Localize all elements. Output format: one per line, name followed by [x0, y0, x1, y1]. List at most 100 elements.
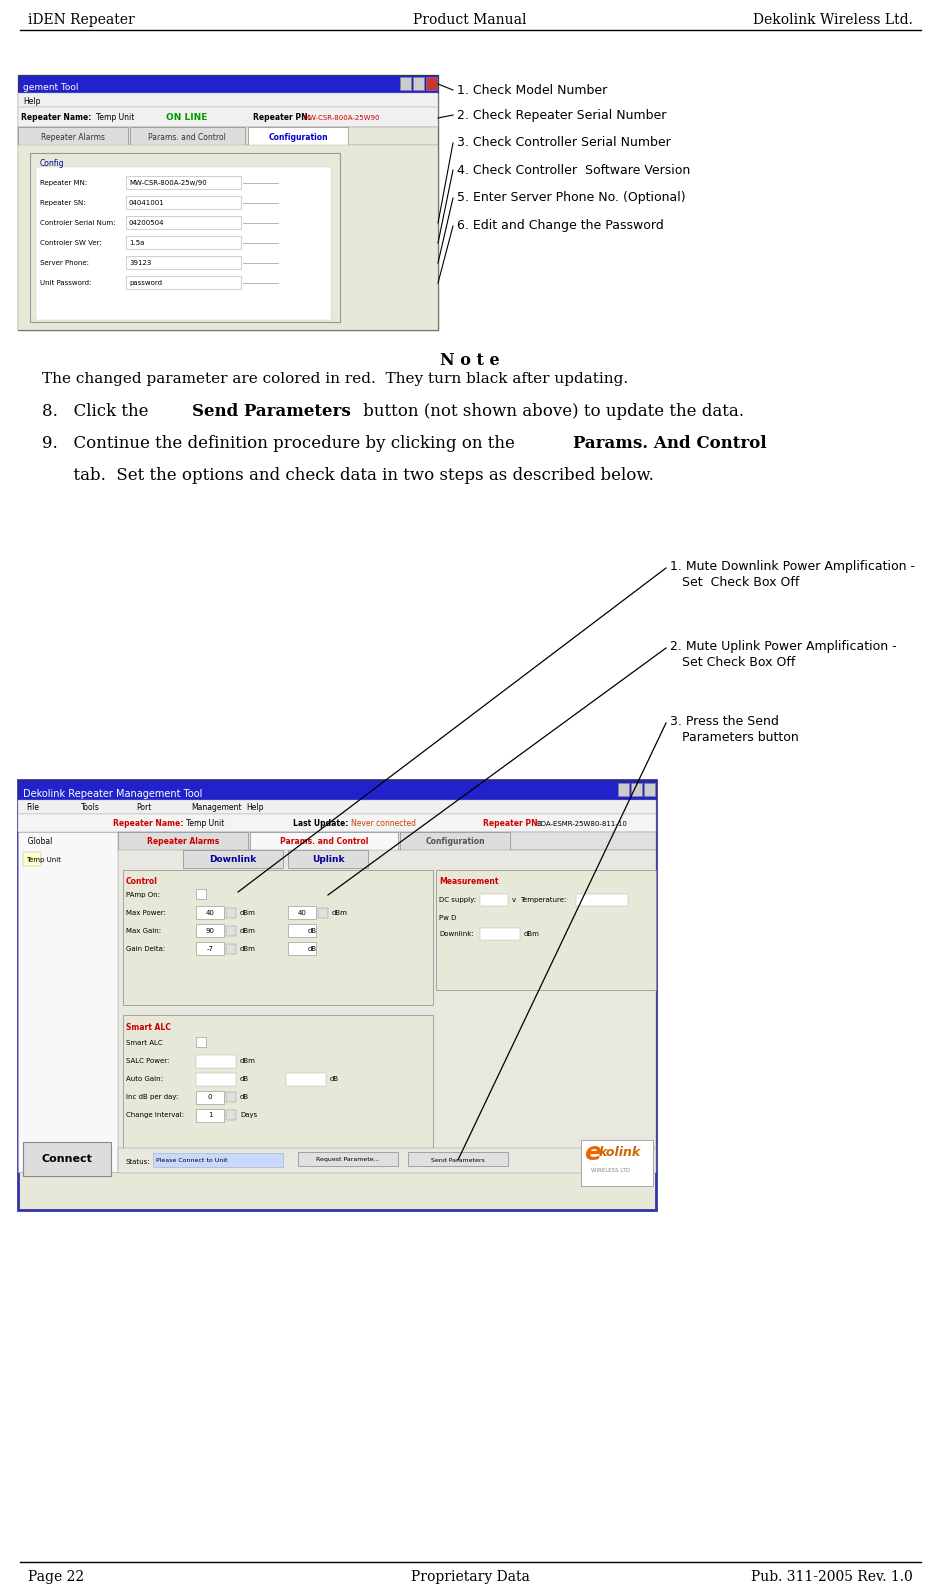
Text: Port: Port — [136, 804, 152, 812]
Text: 9.   Continue the definition procedure by clicking on the: 9. Continue the definition procedure by … — [42, 435, 520, 452]
Bar — [118, 833, 656, 850]
Bar — [118, 1148, 656, 1173]
Bar — [226, 944, 236, 954]
Text: SALC Power:: SALC Power: — [126, 1059, 169, 1063]
Text: button (not shown above) to update the data.: button (not shown above) to update the d… — [358, 403, 744, 420]
Bar — [18, 107, 438, 127]
Text: Management: Management — [191, 804, 242, 812]
Bar — [250, 833, 398, 850]
Text: Measurement: Measurement — [439, 877, 499, 887]
Text: PAmp On:: PAmp On: — [126, 892, 160, 898]
Text: 6. Edit and Change the Password: 6. Edit and Change the Password — [457, 220, 663, 232]
Text: Configuration: Configuration — [268, 132, 327, 142]
Bar — [30, 153, 340, 322]
Text: dBm: dBm — [240, 1059, 256, 1063]
Text: Change Interval:: Change Interval: — [126, 1111, 184, 1118]
Text: Please Connect to Unit: Please Connect to Unit — [156, 1159, 228, 1164]
Text: v: v — [512, 896, 516, 903]
Text: Temp Unit: Temp Unit — [96, 113, 135, 123]
Text: Smart ALC: Smart ALC — [126, 1040, 163, 1046]
Text: Last Update:: Last Update: — [293, 820, 348, 828]
Bar — [18, 127, 438, 145]
Text: MW-CSR-800A-25W90: MW-CSR-800A-25W90 — [303, 115, 379, 121]
Bar — [196, 923, 224, 938]
Text: Repeater SN:: Repeater SN: — [40, 201, 86, 205]
Text: Downlink:: Downlink: — [439, 931, 473, 938]
Bar — [581, 1140, 653, 1186]
Bar — [23, 852, 41, 866]
Bar — [123, 1016, 433, 1149]
Bar — [23, 1141, 111, 1176]
Text: 1.5a: 1.5a — [129, 240, 144, 247]
Bar — [123, 869, 433, 1005]
Text: DC supply:: DC supply: — [439, 896, 476, 903]
Bar — [226, 907, 236, 919]
Text: dB: dB — [308, 928, 317, 935]
Bar — [631, 783, 642, 796]
Text: Auto Gain:: Auto Gain: — [126, 1076, 163, 1083]
Bar — [18, 145, 438, 330]
Bar — [196, 1091, 224, 1103]
Text: 40: 40 — [205, 911, 215, 915]
Text: Send Parameters: Send Parameters — [431, 1157, 485, 1162]
Text: kolink: kolink — [599, 1146, 641, 1159]
Text: 4. Check Controller  Software Version: 4. Check Controller Software Version — [457, 164, 691, 177]
Text: WIRELESS LTD: WIRELESS LTD — [591, 1167, 630, 1172]
Text: Dekolink Wireless Ltd.: Dekolink Wireless Ltd. — [753, 13, 913, 27]
Text: Unit Password:: Unit Password: — [40, 280, 91, 287]
Text: gement Tool: gement Tool — [23, 83, 78, 92]
Bar — [196, 1073, 236, 1086]
Bar — [126, 177, 241, 189]
Bar — [248, 127, 348, 145]
Text: Params. And Control: Params. And Control — [573, 435, 767, 452]
Bar — [298, 1153, 398, 1165]
Bar — [126, 256, 241, 269]
Text: Smart ALC: Smart ALC — [126, 1022, 171, 1032]
Text: Params. and Control: Params. and Control — [279, 837, 368, 847]
Text: 8.   Click the: 8. Click the — [42, 403, 153, 420]
Text: Max Power:: Max Power: — [126, 911, 166, 915]
Bar — [286, 1073, 326, 1086]
Text: BDA-ESMR-25W80-811-10: BDA-ESMR-25W80-811-10 — [536, 821, 627, 826]
Bar — [18, 92, 438, 107]
Text: 1: 1 — [208, 1111, 213, 1118]
Bar — [18, 801, 656, 814]
Text: Repeater Name:: Repeater Name: — [113, 820, 183, 828]
Text: password: password — [129, 280, 162, 287]
Text: Controler Serial Num:: Controler Serial Num: — [40, 220, 116, 226]
Text: dBm: dBm — [240, 946, 256, 952]
Text: 1. Check Model Number: 1. Check Model Number — [457, 83, 607, 97]
Text: iDEN Repeater: iDEN Repeater — [28, 13, 135, 27]
Bar — [288, 923, 316, 938]
Text: -7: -7 — [206, 946, 214, 952]
Text: dBm: dBm — [240, 911, 256, 915]
Bar — [426, 76, 437, 91]
Bar — [226, 927, 236, 936]
Text: Temp Unit: Temp Unit — [186, 820, 224, 828]
Bar — [183, 850, 283, 868]
Text: Request Paramete...: Request Paramete... — [316, 1157, 380, 1162]
Text: Inc dB per day:: Inc dB per day: — [126, 1094, 179, 1100]
Text: 3. Press the Send: 3. Press the Send — [670, 715, 779, 728]
Text: Status:: Status: — [126, 1159, 151, 1165]
Text: dBm: dBm — [240, 928, 256, 935]
Text: e: e — [584, 1141, 601, 1165]
Text: Page 22: Page 22 — [28, 1570, 84, 1584]
Text: dB: dB — [330, 1076, 339, 1083]
Text: Days: Days — [240, 1111, 257, 1118]
Bar — [413, 76, 424, 91]
Text: The changed parameter are colored in red.  They turn black after updating.: The changed parameter are colored in red… — [42, 373, 629, 385]
Text: dB: dB — [240, 1094, 249, 1100]
Bar — [226, 1092, 236, 1102]
Text: Repeater Name:: Repeater Name: — [21, 113, 91, 123]
Bar — [196, 1055, 236, 1068]
Bar — [480, 928, 520, 939]
Text: Proprietary Data: Proprietary Data — [410, 1570, 530, 1584]
Text: Params. and Control: Params. and Control — [148, 132, 226, 142]
Text: 5. Enter Server Phone No. (Optional): 5. Enter Server Phone No. (Optional) — [457, 191, 686, 204]
Bar — [400, 833, 510, 850]
Text: 3. Check Controller Serial Number: 3. Check Controller Serial Number — [457, 137, 671, 150]
Text: Pw D: Pw D — [439, 915, 456, 922]
Bar — [126, 217, 241, 229]
Text: 90: 90 — [205, 928, 215, 935]
